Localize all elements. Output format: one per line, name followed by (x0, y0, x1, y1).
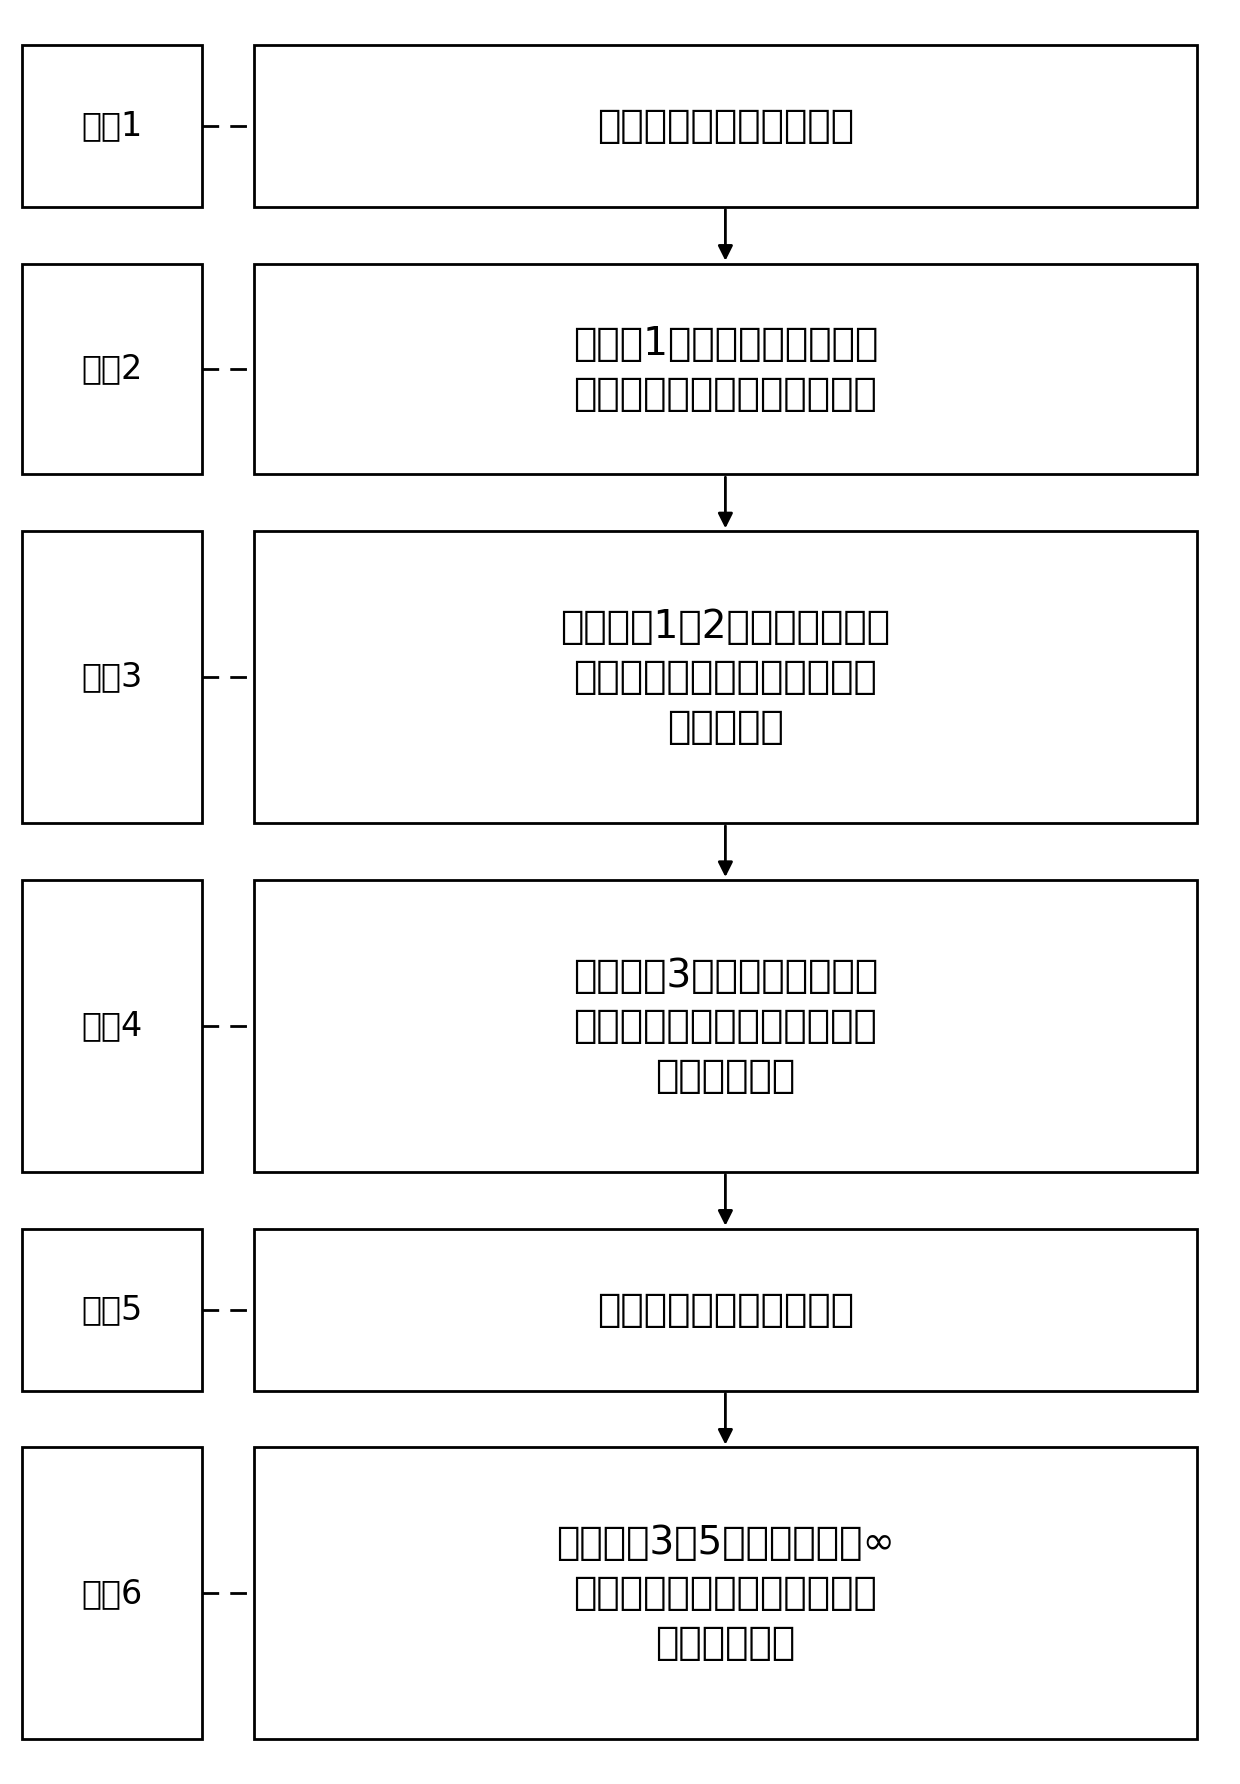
Bar (254, 45, 1197, 207)
Text: 基于步骤3、5，利用阻抗矩∞
范数的稳定性判据预测直驱风
机并网稳定性: 基于步骤3、5，利用阻抗矩∞ 范数的稳定性判据预测直驱风 机并网稳定性 (556, 1525, 895, 1663)
Text: 步骤6: 步骤6 (82, 1577, 143, 1609)
Text: 步骤1: 步骤1 (82, 109, 143, 143)
Bar (254, 264, 1197, 475)
Bar (22, 880, 202, 1172)
Bar (22, 264, 202, 475)
Text: 建立电流控制器导纳模型: 建立电流控制器导纳模型 (596, 107, 854, 145)
Text: 步骤4: 步骤4 (82, 1010, 143, 1042)
Bar (254, 1229, 1197, 1392)
Text: 步骤3: 步骤3 (82, 660, 143, 694)
Text: 步骤5: 步骤5 (82, 1293, 143, 1326)
Bar (22, 1447, 202, 1739)
Text: 基于步骤1、2，建立锁相环控
制器模型，得到最终的直驱风
机导纳模型: 基于步骤1、2，建立锁相环控 制器模型，得到最终的直驱风 机导纳模型 (560, 608, 890, 746)
Bar (22, 45, 202, 207)
Text: 步骤2: 步骤2 (82, 353, 143, 385)
Text: 在步骤1基础上，建立外环电
压控制器模型，修正导纳模型: 在步骤1基础上，建立外环电 压控制器模型，修正导纳模型 (573, 325, 878, 412)
Text: 建立电网侧输入阻抗矩阵: 建立电网侧输入阻抗矩阵 (596, 1290, 854, 1329)
Bar (254, 880, 1197, 1172)
Bar (254, 1447, 1197, 1739)
Bar (22, 532, 202, 822)
Text: 基于步骤3，利用导纳矩阵的
耗散性评估直驱风机发生次同
步振荡的风险: 基于步骤3，利用导纳矩阵的 耗散性评估直驱风机发生次同 步振荡的风险 (573, 956, 878, 1095)
Bar (254, 532, 1197, 822)
Bar (22, 1229, 202, 1392)
